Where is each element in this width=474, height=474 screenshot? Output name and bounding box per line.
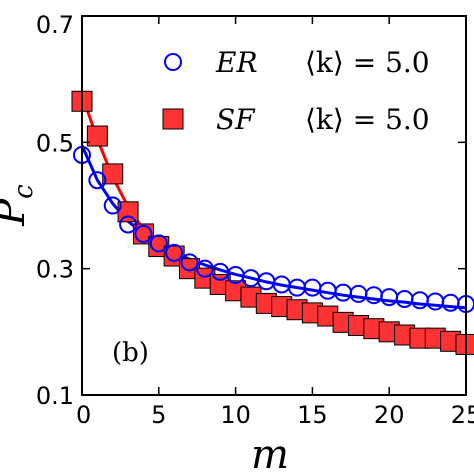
panel-label: (b) [112,338,149,368]
y-tick-label: 0.7 [36,11,74,39]
er-point [426,292,445,311]
legend: ER ⟨k⟩ = 5.0 SF ⟨k⟩ = 5.0 [162,46,430,136]
er-point [103,196,122,215]
er-point [165,243,184,262]
er-point [410,291,429,310]
legend-k-er: ⟨k⟩ = 5.0 [305,46,430,79]
y-tick-label: 0.5 [36,129,74,157]
x-tick-label: 5 [151,401,166,429]
y-tick-label: 0.3 [36,256,74,284]
y-axis-label: Pc [0,184,39,227]
er-point [334,283,353,302]
er-point [88,171,107,190]
sf-point [86,125,108,147]
legend-label-sf: SF [216,103,256,136]
legend-entry-er: ER ⟨k⟩ = 5.0 [164,46,430,79]
data-markers [71,90,474,355]
x-tick-label: 10 [220,401,251,429]
x-axis-label: m [251,432,289,474]
er-point [180,253,199,272]
er-point [364,286,383,305]
x-tick-label: 25 [451,401,474,429]
axis-ticks: 0 5 10 15 20 25 0.1 0.3 0.5 0.7 [36,11,474,429]
legend-marker-er [164,53,182,71]
x-tick-label: 15 [297,401,328,429]
legend-entry-sf: SF ⟨k⟩ = 5.0 [162,103,430,136]
er-point [441,293,460,312]
er-point [395,289,414,308]
legend-marker-sf [162,108,184,130]
er-point [134,224,153,243]
y-tick-label: 0.1 [36,382,74,410]
er-point [149,234,168,253]
x-tick-label: 20 [374,401,405,429]
legend-label-er: ER [215,46,258,79]
plot-area-frame [81,15,467,396]
legend-k-sf: ⟨k⟩ = 5.0 [305,103,430,136]
er-point [349,284,368,303]
er-point [119,215,138,234]
er-point [303,278,322,297]
er-point [380,288,399,307]
x-tick-label: 0 [76,401,91,429]
